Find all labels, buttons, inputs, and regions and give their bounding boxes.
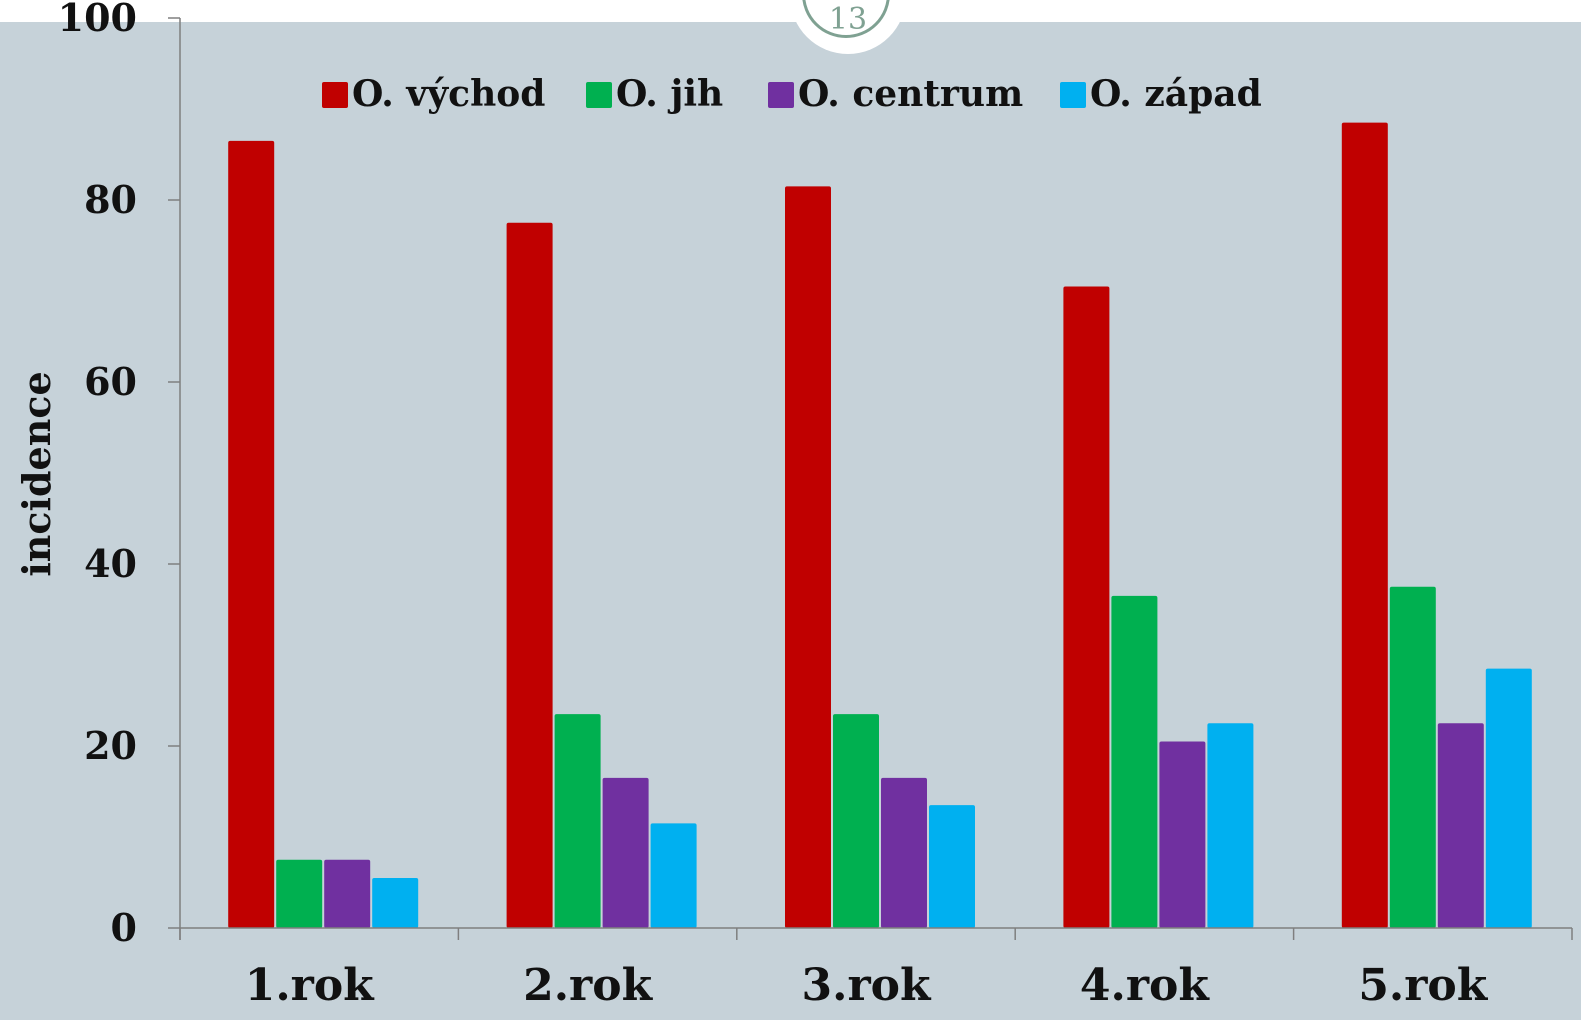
bar-4-rok-series-0 bbox=[1063, 286, 1110, 928]
legend-swatch bbox=[768, 82, 794, 108]
x-tick-label: 4.rok bbox=[1080, 960, 1210, 1011]
bar-1-rok-series-3 bbox=[372, 877, 419, 928]
legend-swatch bbox=[1060, 82, 1086, 108]
bar-2-rok-series-3 bbox=[650, 823, 697, 928]
legend: O. východ O. jih O. centrum O. západ bbox=[322, 73, 1262, 115]
legend-label: O. západ bbox=[1090, 73, 1262, 115]
bar-4-rok-series-2 bbox=[1159, 741, 1206, 928]
y-tick-label: 60 bbox=[84, 359, 137, 404]
bar-5-rok-series-3 bbox=[1485, 668, 1532, 928]
x-tick-label: 3.rok bbox=[802, 960, 932, 1011]
slide-header-strip bbox=[0, 0, 1581, 22]
bar-5-rok-series-0 bbox=[1341, 122, 1388, 928]
legend-label: O. jih bbox=[616, 73, 723, 115]
bar-2-rok-series-0 bbox=[506, 222, 553, 928]
bar-4-rok-series-1 bbox=[1111, 595, 1158, 928]
legend-label: O. centrum bbox=[798, 73, 1023, 115]
bar-3-rok-series-2 bbox=[881, 777, 927, 928]
bar-5-rok-series-1 bbox=[1389, 586, 1436, 928]
y-tick-label: 40 bbox=[84, 541, 137, 586]
bar-3-rok-series-0 bbox=[785, 186, 831, 929]
x-tick-label: 2.rok bbox=[523, 960, 653, 1011]
bar-2-rok-series-1 bbox=[554, 714, 601, 928]
y-tick-label: 80 bbox=[84, 177, 137, 222]
bar-3-rok-series-1 bbox=[833, 714, 879, 928]
bar-3-rok-series-3 bbox=[929, 805, 975, 928]
ticks-group: 1.rok 2.rok 3.rok 4.rok 5.rok 0 20 40 60 80 100 bbox=[58, 0, 1489, 1011]
legend-swatch bbox=[322, 82, 348, 108]
bar-1-rok-series-0 bbox=[228, 140, 275, 929]
bars-group bbox=[228, 122, 1532, 929]
bar-1-rok-series-1 bbox=[276, 859, 323, 928]
axes-group bbox=[168, 17, 1573, 940]
x-tick-label: 1.rok bbox=[245, 960, 375, 1011]
bar-2-rok-series-2 bbox=[602, 777, 649, 928]
page-number: 13 bbox=[828, 2, 868, 37]
x-tick-label: 5.rok bbox=[1358, 960, 1488, 1011]
legend-swatch bbox=[586, 82, 612, 108]
bar-1-rok-series-2 bbox=[324, 859, 371, 928]
y-tick-label: 100 bbox=[58, 0, 137, 40]
bar-4-rok-series-3 bbox=[1207, 723, 1254, 928]
y-axis-title: incidence bbox=[14, 371, 59, 576]
bar-5-rok-series-2 bbox=[1437, 723, 1484, 928]
legend-label: O. východ bbox=[352, 73, 545, 115]
y-tick-label: 20 bbox=[84, 723, 137, 768]
y-tick-label: 0 bbox=[111, 905, 137, 950]
